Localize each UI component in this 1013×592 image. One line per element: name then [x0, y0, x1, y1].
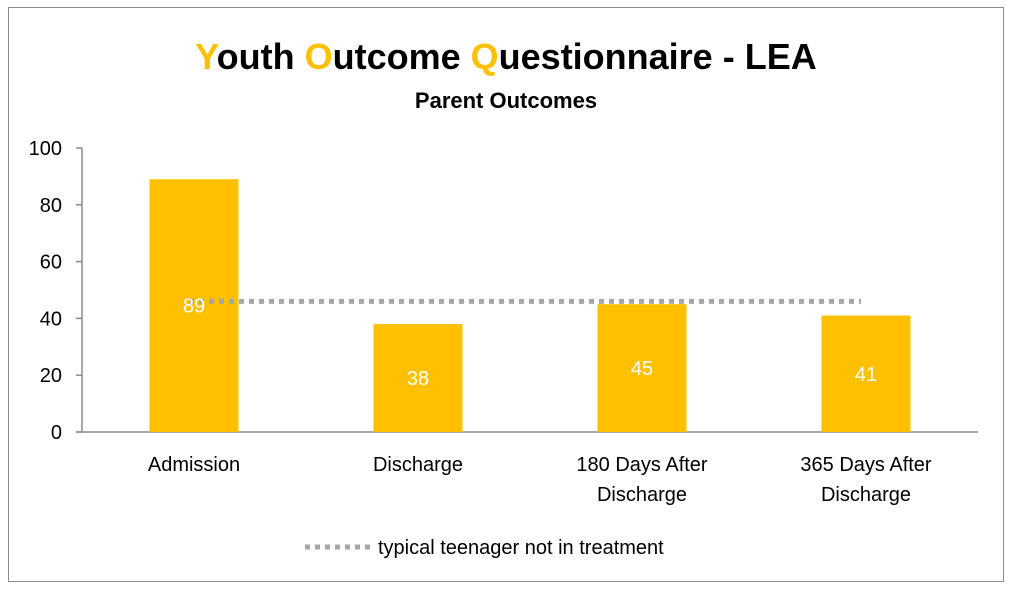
bar-data-label: 38 [407, 368, 429, 390]
x-category-line: Admission [148, 454, 240, 476]
bar [149, 179, 239, 432]
x-category-label: Discharge [373, 454, 463, 476]
x-category-line: Discharge [821, 484, 911, 506]
x-category-label: Admission [148, 454, 240, 476]
bars-group [149, 179, 911, 432]
title-part-0: Y [195, 36, 219, 77]
bar [597, 304, 687, 432]
x-category-line: 365 Days After [800, 454, 932, 476]
y-tick-label: 80 [40, 195, 62, 217]
bar-data-label: 89 [183, 296, 205, 318]
bar-data-label: 41 [855, 364, 877, 386]
title-part-4: Q [471, 36, 499, 77]
x-axis-categories: Admission Discharge 180 Days After Discharg… [148, 454, 932, 506]
title-part-2: O [305, 36, 333, 77]
x-category-line: 180 Days After [576, 454, 708, 476]
y-tick-label: 60 [40, 252, 62, 274]
x-category-label: 180 Days After Discharge [576, 454, 708, 506]
bar-data-label: 45 [631, 358, 653, 380]
data-labels: 89 38 45 41 [183, 296, 877, 390]
x-category-line: Discharge [373, 454, 463, 476]
chart-title: Youth Outcome Questionnaire - LEA [195, 36, 816, 77]
bar [373, 324, 463, 432]
y-tick-label: 100 [29, 138, 62, 160]
y-axis-ticks: 0 20 40 60 80 100 [29, 138, 82, 444]
y-tick-label: 0 [51, 422, 62, 444]
chart-subtitle: Parent Outcomes [415, 88, 597, 113]
title-part-1: outh [217, 36, 305, 77]
y-tick-label: 20 [40, 365, 62, 387]
x-category-line: Discharge [597, 484, 687, 506]
legend-reference-label: typical teenager not in treatment [378, 537, 664, 559]
title-part-5: uestionnaire - LEA [499, 36, 817, 77]
x-category-label: 365 Days After Discharge [800, 454, 932, 506]
title-part-3: utcome [333, 36, 471, 77]
y-tick-label: 40 [40, 308, 62, 330]
bar [821, 315, 911, 432]
